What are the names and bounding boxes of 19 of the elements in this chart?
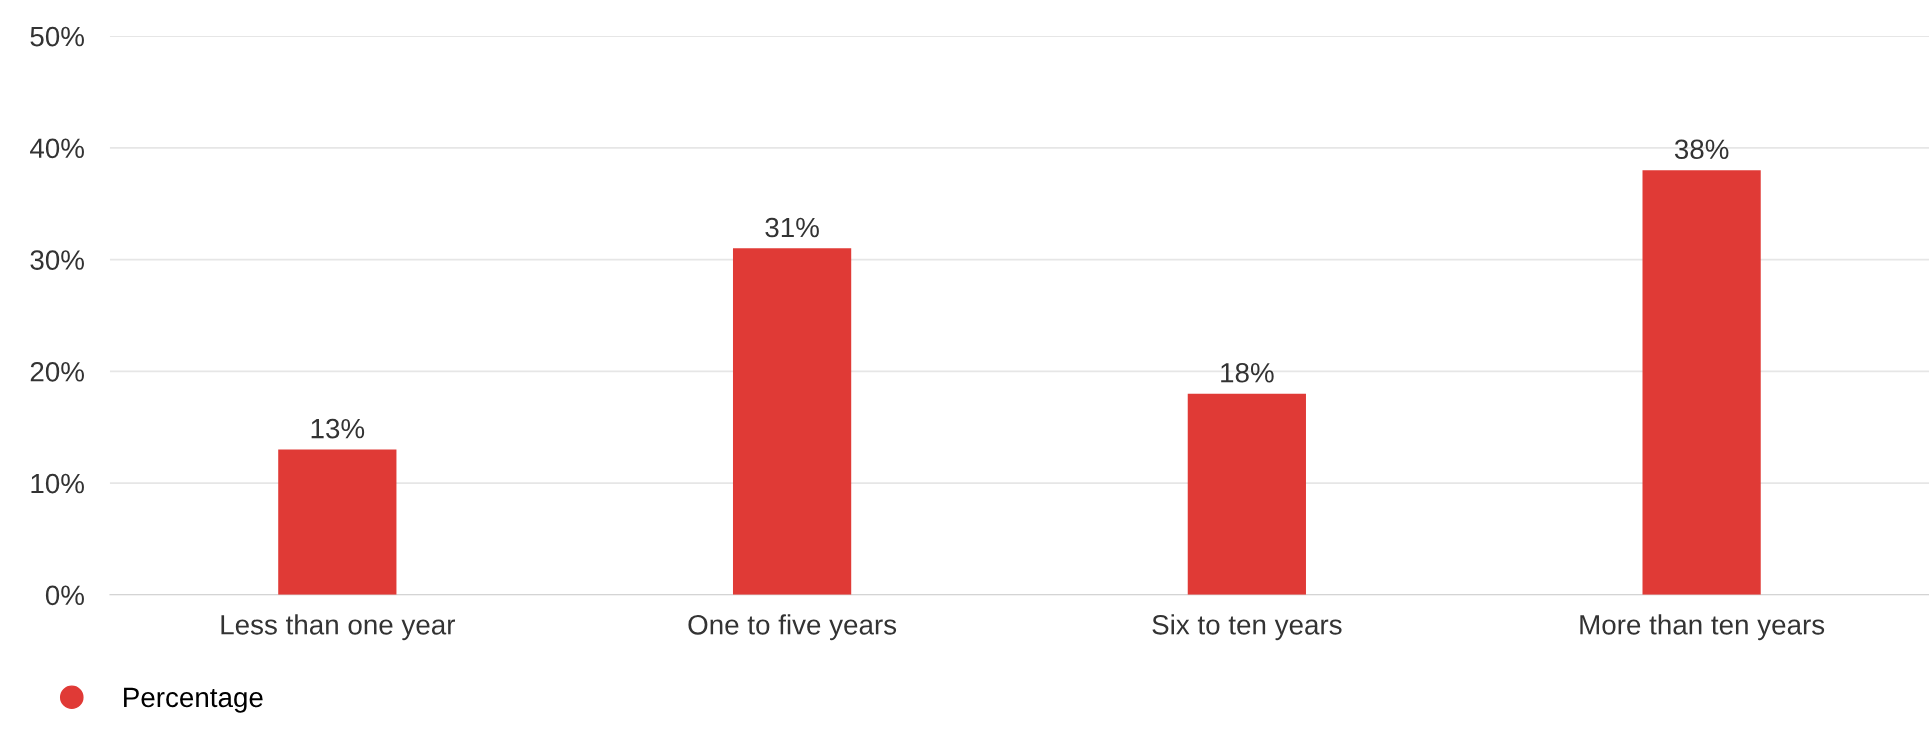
bar <box>1642 170 1761 595</box>
y-tick-label: 40% <box>30 138 84 159</box>
x-tick-label: One to five years <box>688 614 897 641</box>
y-tick-label: 0% <box>45 585 84 606</box>
x-tick-label: More than ten years <box>1580 614 1825 641</box>
y-tick-label: 10% <box>31 473 84 494</box>
bar <box>278 449 397 595</box>
data-label: 18% <box>1221 362 1274 383</box>
data-label: 31% <box>765 217 819 238</box>
data-label: 13% <box>311 418 365 439</box>
y-tick-label: 30% <box>30 250 84 270</box>
legend-label: Percentage <box>124 687 263 713</box>
y-tick-label: 50% <box>30 26 84 47</box>
data-label: 38% <box>1674 139 1729 160</box>
bar <box>732 248 852 595</box>
x-tick-label: Six to ten years <box>1152 614 1342 641</box>
bar <box>1187 393 1306 595</box>
x-tick-label: Less than one year <box>221 614 456 641</box>
y-tick-label: 20% <box>30 361 84 382</box>
